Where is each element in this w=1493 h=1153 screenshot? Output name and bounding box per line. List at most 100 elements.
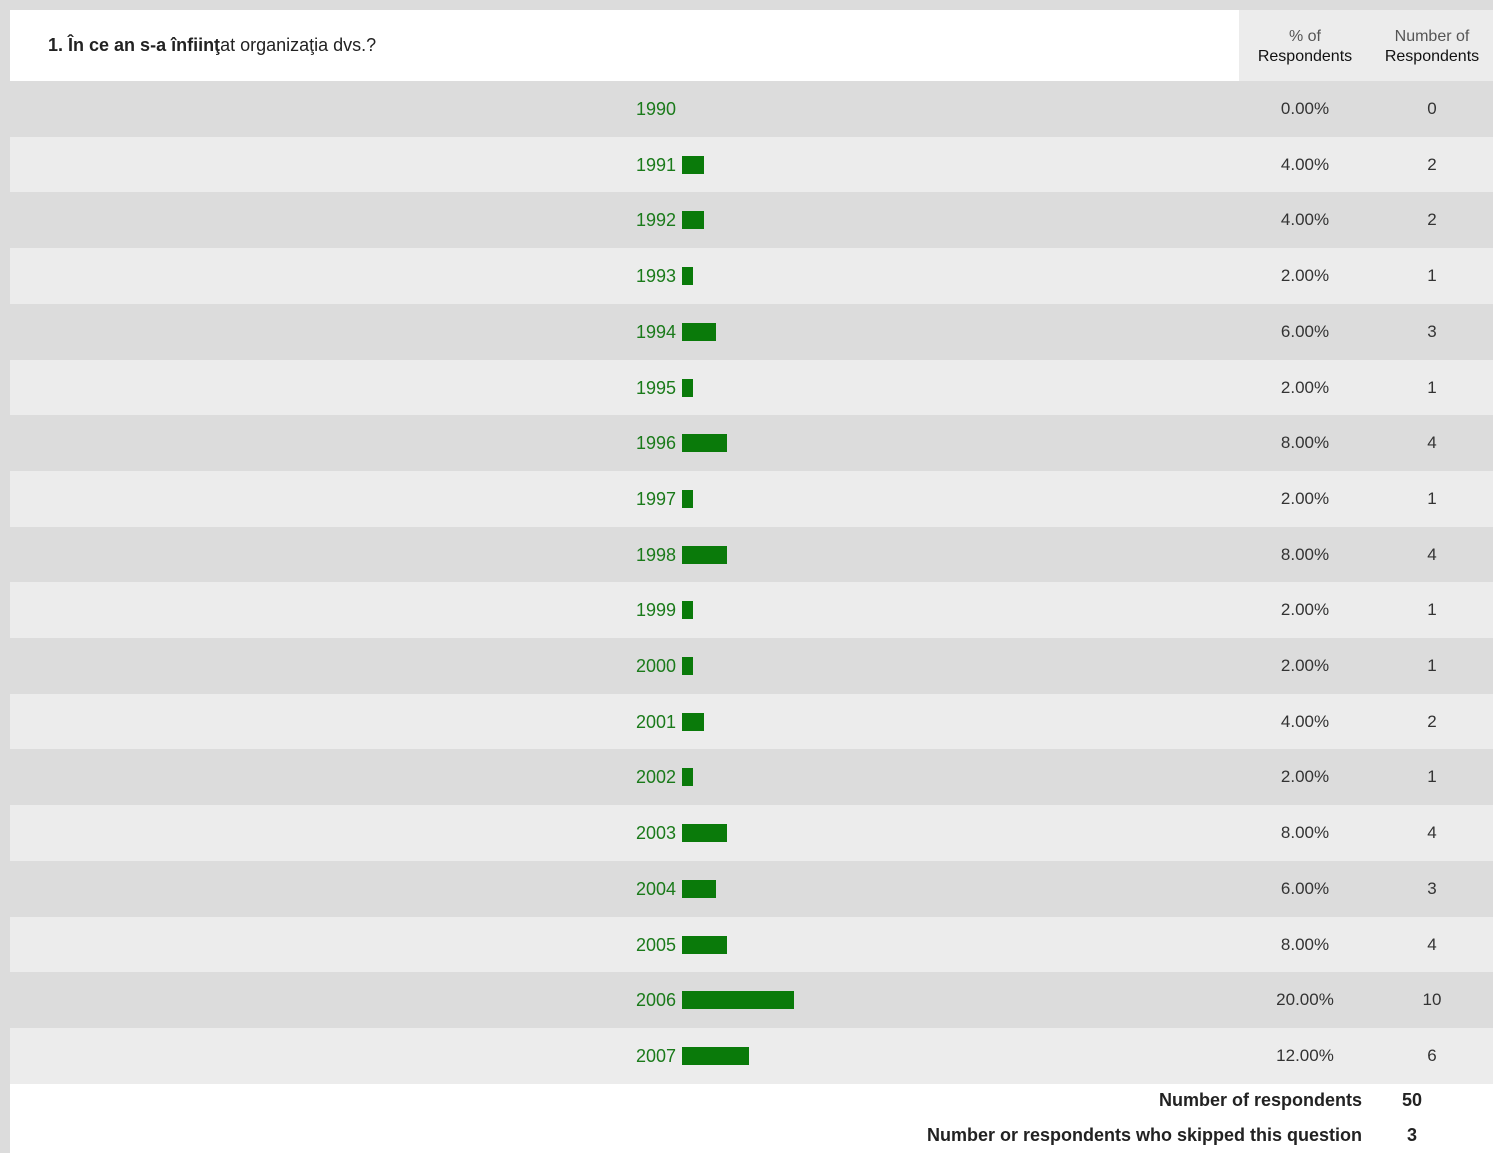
answer-percent: 2.00% bbox=[1280, 489, 1330, 508]
answer-row-1993: 1993 2.00% 1 bbox=[10, 248, 1493, 304]
answer-row-2007: 2007 12.00% 6 bbox=[10, 1028, 1493, 1084]
answer-percent: 2.00% bbox=[1280, 767, 1330, 786]
answer-bar bbox=[682, 379, 693, 397]
answer-label: 1995 bbox=[635, 378, 676, 398]
answer-label: 2003 bbox=[635, 823, 676, 843]
answer-label: 2002 bbox=[635, 767, 676, 787]
answer-count: 0 bbox=[1427, 99, 1437, 118]
answer-row-2000: 2000 2.00% 1 bbox=[10, 638, 1493, 694]
answer-bar bbox=[682, 768, 693, 786]
answer-bar bbox=[682, 991, 794, 1009]
answer-count: 2 bbox=[1427, 155, 1437, 174]
answer-bar bbox=[682, 1047, 749, 1065]
answer-label: 1993 bbox=[635, 266, 676, 286]
answer-percent: 8.00% bbox=[1280, 935, 1330, 954]
answer-count: 1 bbox=[1427, 600, 1437, 619]
answer-count: 1 bbox=[1427, 489, 1437, 508]
answer-row-2005: 2005 8.00% 4 bbox=[10, 917, 1493, 973]
skipped-count-value: 3 bbox=[1406, 1125, 1417, 1145]
answer-row-2006: 2006 20.00% 10 bbox=[10, 972, 1493, 1028]
answer-bar bbox=[682, 936, 727, 954]
answer-row-1994: 1994 6.00% 3 bbox=[10, 304, 1493, 360]
answer-label: 1990 bbox=[635, 99, 676, 119]
answer-count: 1 bbox=[1427, 656, 1437, 675]
answer-label: 2005 bbox=[635, 935, 676, 955]
question-number: 1. bbox=[48, 35, 64, 55]
answer-bar bbox=[682, 601, 693, 619]
answer-count: 6 bbox=[1427, 1046, 1437, 1065]
answer-count: 4 bbox=[1427, 823, 1437, 842]
answer-row-1995: 1995 2.00% 1 bbox=[10, 360, 1493, 416]
answer-percent: 2.00% bbox=[1280, 266, 1330, 285]
answer-row-1991: 1991 4.00% 2 bbox=[10, 137, 1493, 193]
answer-percent: 8.00% bbox=[1280, 545, 1330, 564]
answer-bar bbox=[682, 156, 704, 174]
answer-label: 2000 bbox=[635, 656, 676, 676]
respondents-count-value: 50 bbox=[1401, 1090, 1423, 1110]
answer-count: 2 bbox=[1427, 712, 1437, 731]
summary-footer: Number of respondents 50 Number or respo… bbox=[10, 1083, 1493, 1153]
answer-bar bbox=[682, 657, 693, 675]
answer-count: 1 bbox=[1427, 767, 1437, 786]
answer-percent: 20.00% bbox=[1276, 990, 1334, 1009]
answer-label: 2007 bbox=[635, 1046, 676, 1066]
answer-label: 1997 bbox=[635, 489, 676, 509]
answer-label: 1994 bbox=[635, 322, 676, 342]
answer-percent: 8.00% bbox=[1280, 823, 1330, 842]
answer-bar bbox=[682, 880, 716, 898]
answer-count: 4 bbox=[1427, 433, 1437, 452]
answer-row-1996: 1996 8.00% 4 bbox=[10, 415, 1493, 471]
answer-row-2004: 2004 6.00% 3 bbox=[10, 861, 1493, 917]
answer-count: 1 bbox=[1427, 266, 1437, 285]
column-header-count-line1: Number of bbox=[1394, 28, 1470, 45]
answer-bar bbox=[682, 546, 727, 564]
skipped-count-label: Number or respondents who skipped this q… bbox=[926, 1125, 1362, 1145]
question-header: 1. În ce an s-a înfiinţat organizaţia dv… bbox=[10, 10, 1493, 81]
answer-bar bbox=[682, 490, 693, 508]
answer-row-1990: 1990 0.00% 0 bbox=[10, 81, 1493, 137]
answer-row-2002: 2002 2.00% 1 bbox=[10, 749, 1493, 805]
answer-count: 3 bbox=[1427, 322, 1437, 341]
answer-label: 1992 bbox=[635, 210, 676, 230]
answer-percent: 4.00% bbox=[1280, 210, 1330, 229]
question-text-bold: În ce an s-a înfiinţ bbox=[68, 35, 221, 55]
answer-label: 1998 bbox=[635, 545, 676, 565]
column-header-count-line2: Respondents bbox=[1384, 48, 1480, 65]
answer-percent: 2.00% bbox=[1280, 600, 1330, 619]
answer-label: 2004 bbox=[635, 879, 676, 899]
answer-count: 4 bbox=[1427, 545, 1437, 564]
question-title: 1. În ce an s-a înfiinţat organizaţia dv… bbox=[48, 10, 376, 81]
answer-row-2003: 2003 8.00% 4 bbox=[10, 805, 1493, 861]
column-header-percent-line2: Respondents bbox=[1257, 48, 1353, 65]
answer-percent: 0.00% bbox=[1280, 99, 1330, 118]
answer-percent: 4.00% bbox=[1280, 155, 1330, 174]
answer-percent: 2.00% bbox=[1280, 656, 1330, 675]
answer-bar bbox=[682, 824, 727, 842]
answer-label: 1996 bbox=[635, 433, 676, 453]
answer-label: 1999 bbox=[635, 600, 676, 620]
answer-count: 1 bbox=[1427, 378, 1437, 397]
answer-label: 2006 bbox=[635, 990, 676, 1010]
skipped-count-row: Number or respondents who skipped this q… bbox=[10, 1118, 1493, 1153]
answer-count: 4 bbox=[1427, 935, 1437, 954]
answer-bar bbox=[682, 267, 693, 285]
answer-percent: 4.00% bbox=[1280, 712, 1330, 731]
answer-percent: 6.00% bbox=[1280, 322, 1330, 341]
survey-result-panel: 1. În ce an s-a înfiinţat organizaţia dv… bbox=[10, 10, 1493, 1153]
answer-percent: 6.00% bbox=[1280, 879, 1330, 898]
question-text-part: at organizaţ bbox=[220, 35, 315, 55]
question-text-end: ia dvs.? bbox=[314, 35, 377, 55]
answer-count: 10 bbox=[1422, 990, 1442, 1009]
answer-bar bbox=[682, 323, 716, 341]
answer-bar bbox=[682, 211, 704, 229]
column-header-count: Number of Respondents bbox=[1371, 10, 1493, 81]
answer-row-1998: 1998 8.00% 4 bbox=[10, 527, 1493, 583]
answer-percent: 12.00% bbox=[1276, 1046, 1334, 1065]
answer-count: 3 bbox=[1427, 879, 1437, 898]
answer-row-1992: 1992 4.00% 2 bbox=[10, 192, 1493, 248]
answer-row-1999: 1999 2.00% 1 bbox=[10, 582, 1493, 638]
answer-percent: 8.00% bbox=[1280, 433, 1330, 452]
column-header-percent-line1: % of bbox=[1288, 28, 1321, 45]
answer-label: 2001 bbox=[635, 712, 676, 732]
answer-bar bbox=[682, 434, 727, 452]
